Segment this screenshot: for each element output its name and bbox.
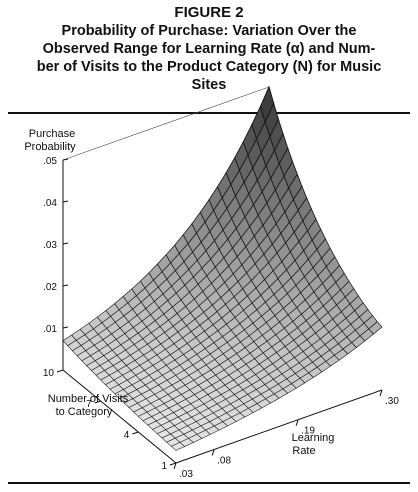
x-tick-mark	[295, 419, 299, 426]
z-tick-mark	[62, 284, 69, 287]
x-axis-label-line: Rate	[292, 445, 315, 457]
figure-title-line: Sites	[191, 77, 227, 93]
x-tick-label: .30	[385, 396, 399, 407]
x-tick-mark	[173, 462, 177, 470]
figure-title-line: ber of Visits to the Product Category (N…	[36, 59, 382, 75]
z-tick-label: .05	[43, 156, 57, 167]
z-tick-mark	[62, 326, 69, 329]
z-tick-mark	[62, 242, 69, 245]
figure-header: FIGURE 2 Probability of Purchase: Variat…	[0, 4, 418, 94]
y-tick-label: 1	[161, 461, 167, 472]
y-tick-mark	[56, 369, 64, 373]
z-axis-label-line: Probability	[24, 141, 76, 153]
figure-title-line: Probability of Purchase: Variation Over …	[61, 23, 357, 39]
figure-title: Probability of Purchase: Variation Over …	[19, 22, 399, 94]
bottom-rule	[8, 482, 410, 484]
y-tick-label: 10	[43, 368, 55, 379]
y-tick-mark	[169, 462, 177, 466]
y-tick-label: 7	[86, 399, 92, 410]
y-axis-label-line: Number of Visits	[48, 393, 129, 405]
z-tick-label: .04	[43, 198, 57, 209]
x-tick-label: .08	[217, 455, 231, 466]
surface-mesh	[62, 85, 383, 451]
x-axis-label-line: Learning	[292, 432, 335, 444]
y-axis-line	[62, 369, 177, 464]
figure-label: FIGURE 2	[174, 4, 244, 21]
y-tick-mark	[132, 431, 139, 435]
surface-cell	[170, 442, 186, 451]
z-tick-label: .02	[43, 282, 57, 293]
tick-labels: .01 .02 .03 .04 .05 1 4 7 10 .03 .08 .19 .30	[43, 156, 399, 480]
x-axis-line	[175, 389, 383, 464]
x-tick-mark	[211, 449, 215, 456]
z-tick-label: .01	[43, 324, 57, 335]
axis-labels: Purchase Probability Number of Visits to…	[24, 128, 334, 457]
z-tick-label: .03	[43, 240, 57, 251]
y-tick-label: 4	[124, 430, 130, 441]
y-axis-label-line: to Category	[56, 406, 113, 418]
z-tick-mark	[62, 158, 69, 161]
y-tick-mark	[94, 400, 101, 404]
z-axis-label-line: Purchase	[29, 128, 75, 140]
x-tick-mark	[379, 389, 383, 397]
top-rule	[8, 112, 410, 114]
back-wall-top-edge	[62, 86, 270, 161]
x-tick-label: .19	[301, 426, 315, 437]
z-tick-mark	[62, 200, 69, 203]
figure-title-line: Observed Range for Learning Rate (α) and…	[42, 41, 376, 57]
x-tick-label: .03	[179, 469, 193, 480]
